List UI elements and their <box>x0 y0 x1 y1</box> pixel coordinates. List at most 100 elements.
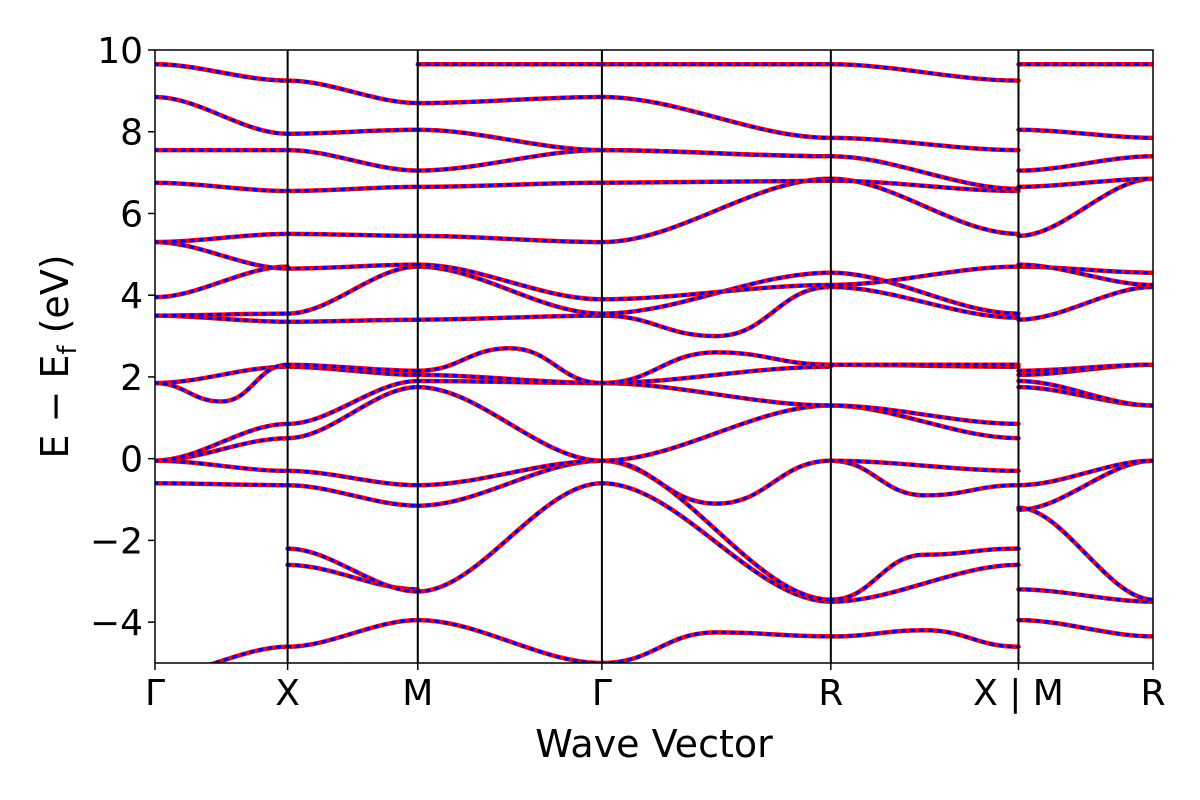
band-line-blue-seg4-b3 <box>829 458 1021 498</box>
band-line-red-seg3-b1 <box>599 480 834 604</box>
band-line-red-seg4-b14 <box>828 154 1021 192</box>
band-line-red-seg0-b0 <box>207 644 290 663</box>
band-line-red-seg2-b10 <box>415 262 605 302</box>
x-axis-label: Wave Vector <box>535 722 773 766</box>
band-line-red-seg4-b9 <box>828 284 1021 320</box>
band-line-red-seg0-b4 <box>155 421 290 463</box>
band-line-blue-seg4-b10 <box>829 270 1021 316</box>
x-tick-label: Γ <box>592 673 612 714</box>
band-line-red-seg4-b1 <box>828 562 1021 604</box>
band-line-red-seg0-b9 <box>155 264 290 300</box>
band-line-blue-seg3-b2 <box>600 458 833 602</box>
band-line-blue-seg3-b3 <box>600 458 833 506</box>
band-line-blue-seg2-b6 <box>416 373 604 385</box>
band-line-red-seg4-b15 <box>828 135 1021 153</box>
y-tick-label: 4 <box>120 276 143 317</box>
band-line-blue-seg1-b16 <box>285 78 420 105</box>
band-line-blue-seg2-b11 <box>416 234 604 244</box>
band-line-red-seg5-b4 <box>1016 458 1153 488</box>
band-line-blue-seg2-b12 <box>416 181 604 189</box>
band-line-red-seg4-b10 <box>828 270 1021 316</box>
band-line-blue-seg1-b8 <box>285 362 420 373</box>
x-tick-label: M <box>402 673 433 714</box>
band-line-blue-seg3-b15 <box>600 95 833 140</box>
band-line-blue-seg2-b3 <box>416 458 604 487</box>
x-tick-label: X <box>275 673 300 714</box>
band-line-blue-seg5-b2 <box>1016 505 1153 602</box>
band-line-blue-seg3-b1 <box>600 481 833 604</box>
band-line-blue-seg3-b12 <box>600 179 833 185</box>
band-line-blue-seg3-b10 <box>600 283 833 302</box>
band-line-blue-seg5-b0 <box>1016 618 1153 639</box>
band-line-red-seg2-b0 <box>415 617 605 663</box>
x-tick-label: R <box>818 673 843 714</box>
band-line-blue-seg0-b7 <box>155 313 290 324</box>
y-axis-label-subscript: f <box>53 345 83 355</box>
band-line-blue-seg0-b16 <box>155 62 290 83</box>
band-line-blue-seg2-b14 <box>416 127 604 152</box>
band-line-blue-seg4-b2 <box>829 546 1021 602</box>
band-line-blue-seg4-b0 <box>829 628 1021 649</box>
band-line-red-seg3-b5 <box>599 380 834 408</box>
band-line-blue-seg0-b1 <box>155 481 290 487</box>
band-line-blue-seg3-b11 <box>600 176 833 244</box>
band-line-blue-seg5-b15 <box>1016 127 1153 140</box>
y-tick-label: −2 <box>90 521 143 562</box>
band-line-blue-seg5-b12 <box>1016 176 1153 238</box>
band-line-blue-seg5-b10 <box>1016 264 1153 275</box>
band-line-blue-seg3-b8 <box>600 285 833 338</box>
band-line-blue-seg3-b6 <box>600 364 833 385</box>
band-lines <box>155 62 1153 663</box>
band-line-blue-seg0-b11 <box>155 232 290 244</box>
x-axis-ticks: Γ X M Γ R X | M R <box>145 663 1166 714</box>
y-tick-label: 8 <box>120 113 143 154</box>
band-line-blue-seg1-b11 <box>285 262 420 271</box>
band-line-blue-seg3-b14 <box>600 148 833 159</box>
y-axis-label: E − Ef (eV) <box>33 254 83 458</box>
band-line-blue-seg0-b2 <box>155 458 290 473</box>
band-line-blue-seg4-b12 <box>829 176 1021 236</box>
band-line-blue-seg0-b12 <box>155 181 290 193</box>
band-line-blue-seg5-b8 <box>1016 362 1153 373</box>
band-line-blue-seg1-b0 <box>285 618 420 649</box>
band-line-blue-seg0-b8 <box>155 311 290 318</box>
y-axis-label-main: E − E <box>33 355 77 459</box>
band-line-blue-seg0-b6 <box>155 362 290 404</box>
y-axis-ticks: −4 −2 0 2 4 6 8 10 <box>90 31 155 644</box>
band-line-blue-seg1-b12 <box>285 232 420 238</box>
band-line-red-seg1-b10 <box>285 264 421 316</box>
band-line-red-seg5-b9 <box>1016 284 1153 322</box>
band-line-blue-seg3-b4 <box>600 403 833 463</box>
band-line-red-seg5-b6 <box>1016 378 1153 408</box>
band-line-blue-seg1-b7 <box>285 364 420 377</box>
y-tick-label: 6 <box>120 194 143 235</box>
band-line-red-seg4-b0 <box>828 628 1021 649</box>
y-tick-label: −4 <box>90 603 143 644</box>
band-line-red-seg0-b10 <box>155 239 290 271</box>
band-line-blue-seg2-b7 <box>416 346 604 385</box>
x-tick-label: Γ <box>145 673 165 714</box>
x-tick-label: R <box>1140 673 1165 714</box>
band-line-blue-seg1-b10 <box>285 264 420 316</box>
y-tick-label: 10 <box>97 31 143 72</box>
band-line-blue-seg2-b1 <box>416 481 604 594</box>
band-line-red-seg4-b16 <box>828 62 1021 83</box>
y-tick-label: 0 <box>120 440 143 481</box>
band-line-blue-seg2-b4 <box>416 385 604 463</box>
band-line-blue-seg5-b14 <box>1016 154 1153 173</box>
band-line-red-seg0-b14 <box>155 94 290 137</box>
band-line-red-seg5-b11 <box>1016 262 1153 288</box>
high-symmetry-lines <box>286 50 1020 663</box>
band-line-red-seg1-b2 <box>285 546 421 594</box>
plot-frame <box>154 49 1154 664</box>
band-line-blue-seg1-b15 <box>285 127 420 136</box>
y-tick-label: 2 <box>120 358 143 399</box>
band-line-blue-seg1-b5 <box>285 385 420 440</box>
band-line-blue-seg2-b8 <box>416 313 604 322</box>
band-line-blue-seg4-b13 <box>829 179 1021 193</box>
band-line-blue-seg1-b3 <box>285 483 420 508</box>
band-line-red-seg3-b6 <box>599 364 834 386</box>
band-line-blue-seg5-b13 <box>1016 176 1153 189</box>
band-line-blue-seg1-b4 <box>285 469 420 487</box>
